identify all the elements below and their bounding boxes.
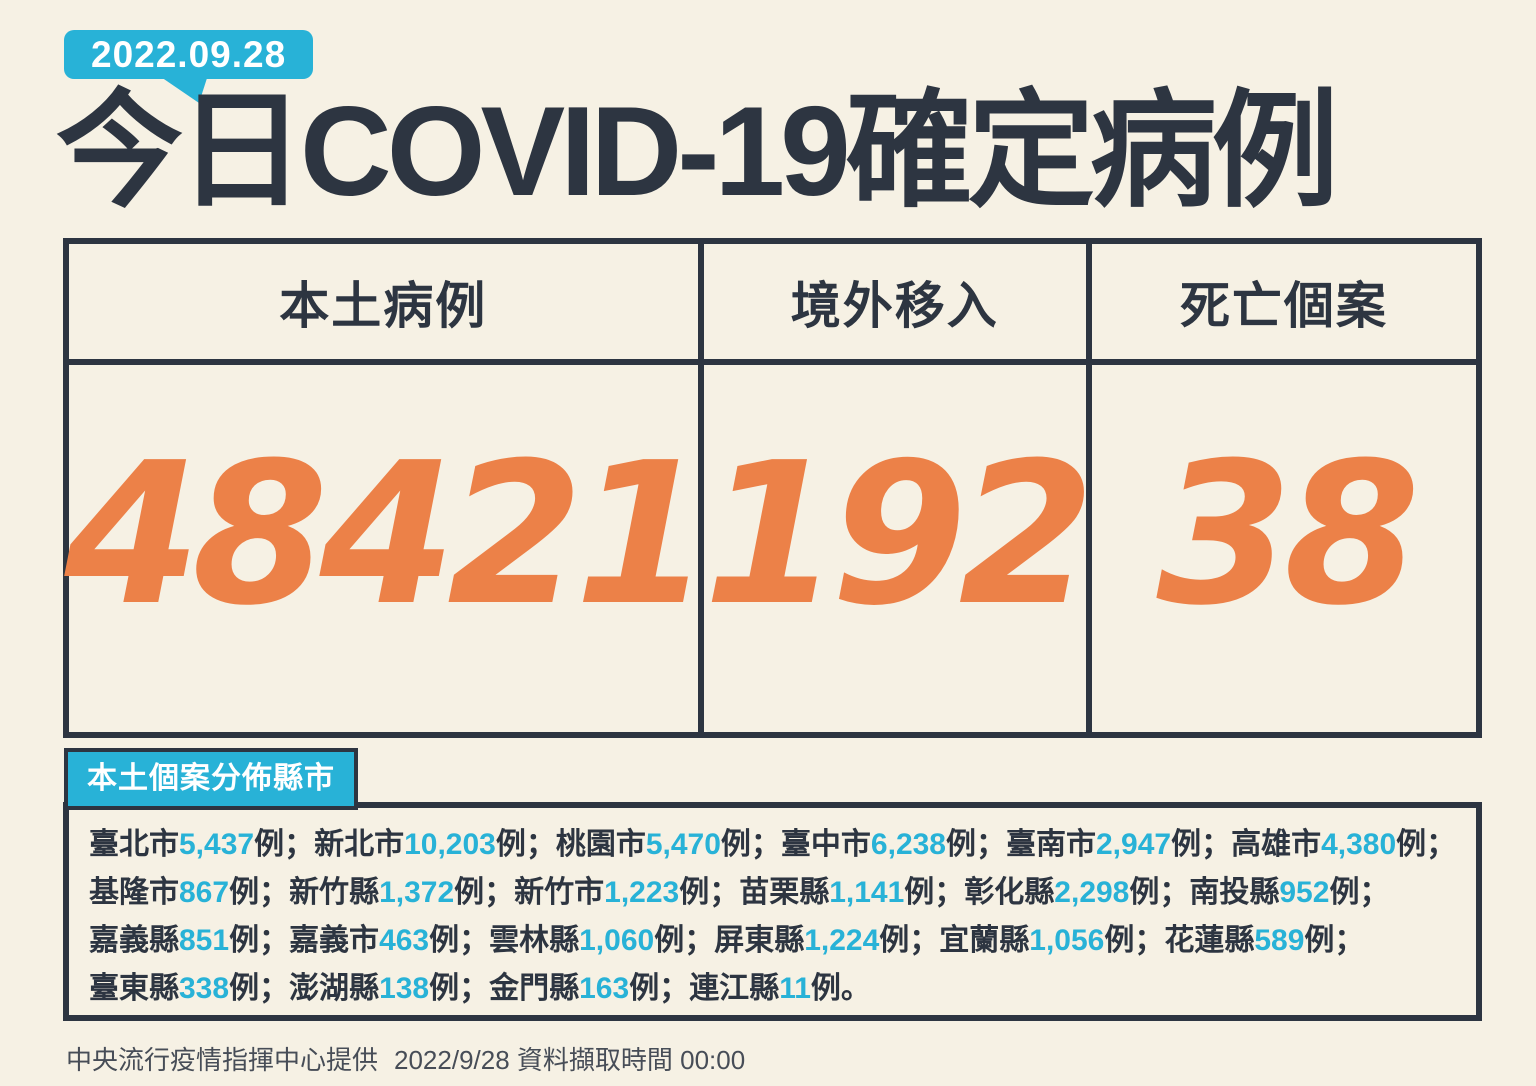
region-unit-separator: 例； bbox=[720, 828, 781, 861]
region-case-count: 1,224 bbox=[804, 924, 880, 957]
region-name: 苗栗縣 bbox=[739, 876, 830, 909]
region-case-count: 163 bbox=[579, 972, 630, 1005]
header-cell-imported-cases: 境外移入 bbox=[703, 244, 1092, 365]
region-case-count: 6,238 bbox=[870, 828, 946, 861]
region-unit-separator: 例； bbox=[229, 876, 290, 909]
region-name: 南投縣 bbox=[1189, 876, 1280, 909]
region-case-count: 11 bbox=[779, 972, 811, 1005]
region-unit-separator: 例； bbox=[1329, 876, 1390, 909]
region-name: 臺南市 bbox=[1006, 828, 1096, 861]
data-retrieval-time-text: 2022/9/28 資料擷取時間 00:00 bbox=[394, 1045, 746, 1075]
region-case-count: 10,203 bbox=[404, 828, 496, 861]
region-case-count: 851 bbox=[179, 924, 230, 957]
local-cases-label: 本土病例 bbox=[279, 277, 488, 334]
deaths-value: 38 bbox=[1156, 420, 1420, 649]
region-unit-separator: 例； bbox=[946, 828, 1006, 861]
region-unit-separator: 例； bbox=[429, 972, 490, 1005]
region-name: 嘉義縣 bbox=[89, 924, 179, 957]
region-case-count: 1,056 bbox=[1029, 924, 1105, 957]
region-unit-separator: 例； bbox=[654, 924, 715, 957]
region-case-count: 463 bbox=[379, 924, 430, 957]
date-badge: 2022.09.28 bbox=[64, 30, 314, 79]
local-cases-value: 48421 bbox=[64, 420, 711, 649]
region-unit-separator: 例； bbox=[229, 972, 290, 1005]
region-case-count: 952 bbox=[1279, 876, 1330, 909]
region-case-count: 338 bbox=[179, 972, 230, 1005]
region-case-count: 2,298 bbox=[1054, 876, 1130, 909]
region-unit-separator: 例； bbox=[495, 828, 556, 861]
region-unit-separator: 例； bbox=[429, 924, 490, 957]
region-name: 基隆市 bbox=[89, 876, 179, 909]
region-name: 新竹市 bbox=[514, 876, 605, 909]
distribution-line: 臺北市5,437例；新北市10,203例；桃園市5,470例；臺中市6,238例… bbox=[89, 821, 1456, 869]
distribution-lines: 臺北市5,437例；新北市10,203例；桃園市5,470例；臺中市6,238例… bbox=[89, 821, 1456, 1013]
imported-cases-value: 192 bbox=[703, 420, 1094, 649]
region-case-count: 2,947 bbox=[1096, 828, 1172, 861]
region-name: 屏東縣 bbox=[714, 924, 805, 957]
region-case-count: 1,223 bbox=[604, 876, 680, 909]
region-name: 雲林縣 bbox=[489, 924, 580, 957]
region-case-count: 1,060 bbox=[579, 924, 655, 957]
region-name: 彰化縣 bbox=[964, 876, 1055, 909]
header-cell-deaths: 死亡個案 bbox=[1091, 244, 1476, 365]
value-cell-local-cases: 48421 bbox=[64, 365, 711, 732]
deaths-label: 死亡個案 bbox=[1179, 277, 1388, 334]
region-name: 宜蘭縣 bbox=[939, 924, 1030, 957]
region-unit-separator: 例。 bbox=[810, 972, 871, 1005]
distribution-line: 嘉義縣851例；嘉義市463例；雲林縣1,060例；屏東縣1,224例；宜蘭縣1… bbox=[89, 917, 1456, 965]
distribution-box: 臺北市5,437例；新北市10,203例；桃園市5,470例；臺中市6,238例… bbox=[63, 802, 1482, 1021]
region-unit-separator: 例； bbox=[1304, 924, 1365, 957]
region-name: 新竹縣 bbox=[289, 876, 380, 909]
data-provider-text: 中央流行疫情指揮中心提供 bbox=[66, 1045, 379, 1075]
page-title: 今日COVID-19確定病例 bbox=[56, 80, 1339, 222]
page-footer: 中央流行疫情指揮中心提供 2022/9/28 資料擷取時間 00:00 bbox=[66, 1040, 745, 1077]
region-unit-separator: 例； bbox=[879, 924, 940, 957]
region-name: 臺東縣 bbox=[89, 972, 179, 1005]
value-cell-imported-cases: 192 bbox=[703, 365, 1095, 732]
region-name: 嘉義市 bbox=[289, 924, 380, 957]
region-unit-separator: 例； bbox=[1104, 924, 1165, 957]
region-case-count: 5,437 bbox=[179, 828, 255, 861]
region-name: 金門縣 bbox=[489, 972, 580, 1005]
region-name: 澎湖縣 bbox=[289, 972, 380, 1005]
region-name: 桃園市 bbox=[555, 828, 646, 861]
region-name: 花蓮縣 bbox=[1164, 924, 1255, 957]
summary-table: 本土病例 境外移入 死亡個案 48421 192 38 bbox=[63, 238, 1482, 738]
region-case-count: 1,141 bbox=[829, 876, 905, 909]
region-name: 新北市 bbox=[314, 828, 405, 861]
region-unit-separator: 例； bbox=[1129, 876, 1190, 909]
region-case-count: 589 bbox=[1254, 924, 1305, 957]
distribution-section-badge: 本土個案分佈縣市 bbox=[64, 748, 358, 810]
region-unit-separator: 例； bbox=[629, 972, 690, 1005]
region-unit-separator: 例； bbox=[254, 828, 315, 861]
region-name: 高雄市 bbox=[1231, 828, 1322, 861]
region-unit-separator: 例； bbox=[904, 876, 965, 909]
region-case-count: 138 bbox=[379, 972, 430, 1005]
distribution-line: 臺東縣338例；澎湖縣138例；金門縣163例；連江縣11例。 bbox=[89, 965, 1456, 1013]
header-cell-local-cases: 本土病例 bbox=[69, 244, 704, 365]
region-name: 連江縣 bbox=[689, 972, 780, 1005]
region-unit-separator: 例； bbox=[1171, 828, 1232, 861]
imported-cases-label: 境外移入 bbox=[790, 277, 999, 334]
region-case-count: 867 bbox=[179, 876, 230, 909]
region-case-count: 4,380 bbox=[1321, 828, 1397, 861]
distribution-line: 基隆市867例；新竹縣1,372例；新竹市1,223例；苗栗縣1,141例；彰化… bbox=[89, 869, 1456, 917]
region-unit-separator: 例； bbox=[454, 876, 515, 909]
region-unit-separator: 例； bbox=[229, 924, 290, 957]
region-case-count: 1,372 bbox=[379, 876, 455, 909]
region-case-count: 5,470 bbox=[645, 828, 721, 861]
region-name: 臺中市 bbox=[780, 828, 871, 861]
region-unit-separator: 例； bbox=[1396, 828, 1457, 861]
region-unit-separator: 例； bbox=[679, 876, 740, 909]
region-name: 臺北市 bbox=[89, 828, 179, 861]
value-cell-deaths: 38 bbox=[1092, 365, 1476, 732]
